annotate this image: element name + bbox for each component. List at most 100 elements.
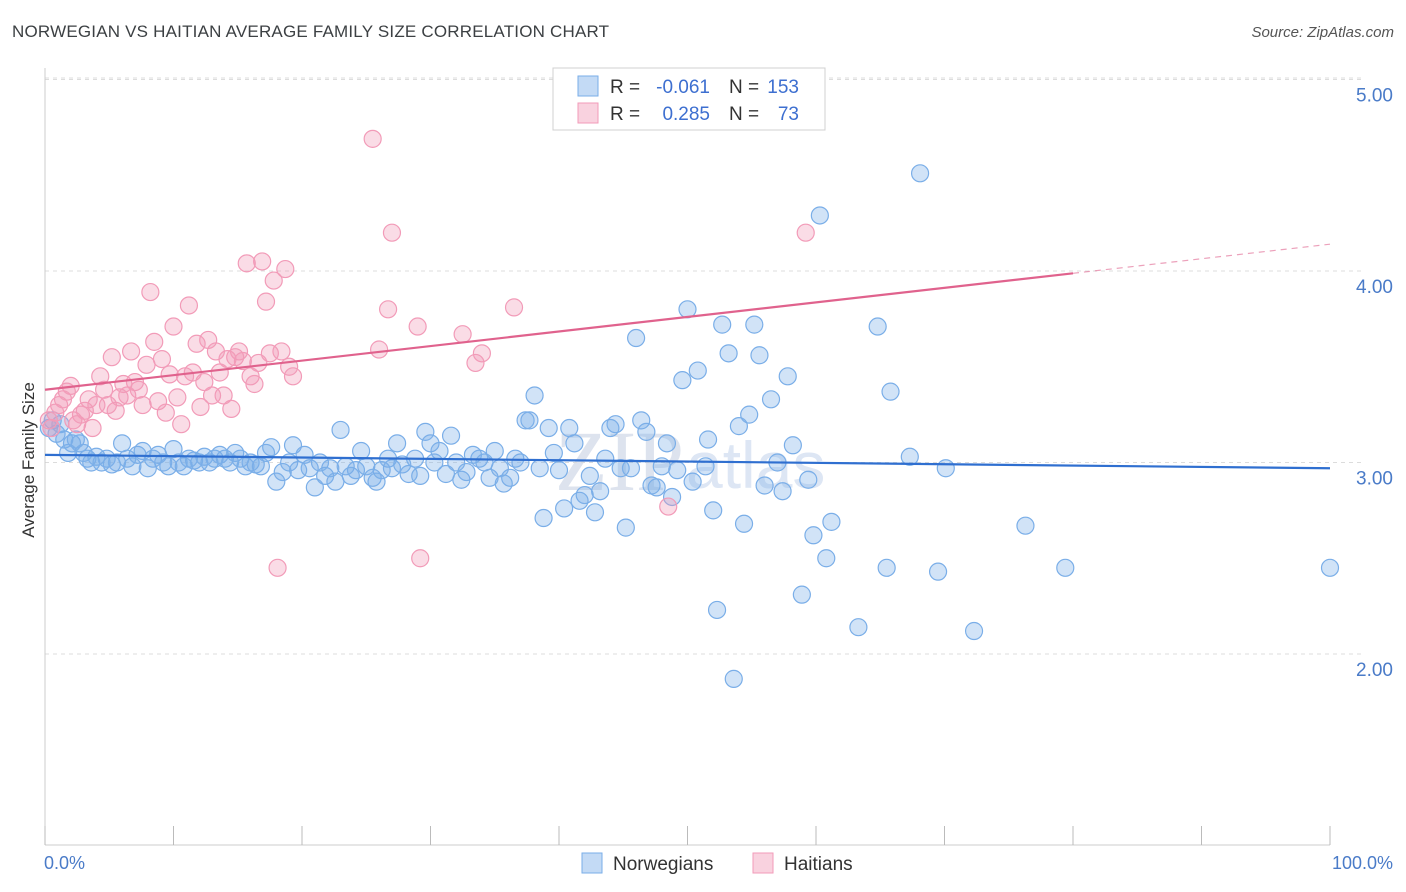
haitians-point-54 (245, 374, 264, 394)
norwegians-point-122 (657, 434, 677, 453)
norwegians-point-164 (1320, 558, 1340, 577)
norwegians-point-139 (745, 315, 764, 334)
norwegians-point-94 (516, 411, 535, 430)
haitians-points (39, 129, 815, 577)
norwegians-point-140 (750, 346, 769, 365)
haitians-point-50 (229, 342, 249, 361)
norwegians-points (39, 164, 1340, 688)
norwegians-point-58 (326, 472, 345, 491)
legend-swatch-haitians (577, 102, 599, 124)
norwegians-point-102 (555, 499, 574, 518)
legend-n-value-haitians: 73 (778, 104, 799, 125)
haitians-point-72 (466, 353, 485, 373)
haitians-point-41 (195, 372, 214, 392)
norwegians-point-155 (877, 558, 896, 577)
norwegians-point-97 (530, 459, 549, 478)
norwegians-point-105 (570, 491, 589, 510)
norwegians-point-72 (399, 464, 418, 484)
norwegians-point-48 (273, 462, 292, 482)
haitians-point-59 (264, 271, 283, 290)
norwegians-point-137 (734, 514, 754, 533)
norwegians-point-32 (190, 453, 209, 472)
norwegians-point-114 (616, 518, 635, 537)
top-legend: R = -0.061 N = 153 R = 0.285 N = 73 (552, 67, 826, 131)
norwegians-point-108 (585, 503, 605, 522)
haitians-point-1 (42, 418, 61, 438)
y-axis-label: Average Family Size (19, 382, 38, 538)
norwegians-point-135 (724, 669, 743, 688)
norwegians-point-63 (352, 441, 371, 461)
norwegians-trend-line (44, 453, 1331, 470)
norwegians-point-16 (107, 453, 127, 472)
norwegians-point-11 (82, 453, 101, 472)
haitians-point-67 (378, 300, 398, 319)
norwegians-point-138 (740, 405, 759, 424)
norwegians-point-128 (688, 361, 707, 380)
haitians-point-26 (137, 355, 156, 374)
norwegians-point-96 (525, 386, 544, 405)
haitians-point-40 (191, 397, 210, 417)
norwegians-point-159 (928, 562, 948, 581)
norwegians-point-157 (900, 447, 919, 466)
legend-r-label-norwegians: R = (610, 77, 640, 98)
norwegians-point-75 (416, 422, 435, 441)
norwegians-point-47 (267, 472, 286, 491)
haitians-point-73 (472, 344, 491, 363)
chart-title: NORWEGIAN VS HAITIAN AVERAGE FAMILY SIZE… (12, 22, 610, 41)
x-tick-label-0: 0.0% (44, 853, 85, 873)
haitians-point-76 (796, 223, 815, 242)
norwegians-point-54 (305, 478, 324, 497)
haitians-point-21 (118, 386, 137, 405)
legend-r-value-norwegians: -0.061 (656, 77, 710, 98)
norwegians-point-109 (591, 482, 610, 501)
haitians-point-10 (75, 401, 94, 420)
norwegians-point-103 (560, 418, 579, 438)
norwegians-point-148 (799, 470, 818, 489)
trend-lines (44, 243, 1331, 470)
haitians-point-8 (68, 415, 87, 434)
haitians-trend-line-extension (1072, 243, 1331, 274)
norwegians-point-101 (549, 461, 569, 480)
norwegians-point-125 (673, 371, 692, 390)
norwegians-point-132 (707, 600, 727, 620)
tick-labels: 2.00 3.00 4.00 5.00 0.0% 100.0% (44, 86, 1393, 874)
haitians-point-24 (129, 380, 148, 399)
norwegians-point-116 (626, 328, 646, 348)
norwegians-point-59 (331, 420, 350, 440)
norwegians-point-70 (387, 434, 407, 453)
norwegians-point-62 (346, 461, 366, 480)
norwegians-point-83 (457, 462, 476, 482)
haitians-point-33 (164, 317, 183, 336)
legend-r-label-haitians: R = (610, 104, 640, 125)
norwegians-point-150 (810, 206, 829, 225)
norwegians-point-161 (964, 621, 984, 641)
haitians-point-17 (102, 348, 121, 367)
norwegians-point-27 (164, 439, 183, 459)
norwegians-point-134 (719, 344, 738, 363)
norwegians-point-93 (511, 453, 530, 472)
norwegians-point-117 (632, 411, 651, 430)
watermark-atlas: atlas (686, 428, 825, 502)
norwegians-point-147 (792, 585, 811, 604)
haitians-point-56 (253, 252, 272, 271)
haitians-point-71 (453, 325, 472, 344)
norwegians-point-51 (289, 461, 308, 480)
haitians-trend-line (44, 272, 1074, 391)
haitians-point-25 (133, 395, 152, 415)
norwegians-point-133 (713, 315, 732, 334)
norwegians-point-106 (575, 485, 594, 505)
norwegians-point-46 (262, 438, 281, 457)
haitians-point-30 (152, 349, 172, 369)
y-tick-label-2: 4.00 (1356, 277, 1393, 298)
chart-source: Source: ZipAtlas.com (1251, 24, 1394, 41)
norwegians-point-149 (804, 526, 823, 545)
norwegians-point-95 (520, 411, 539, 430)
haitians-point-14 (91, 367, 110, 386)
haitians-point-65 (363, 129, 382, 148)
haitians-point-48 (222, 399, 241, 418)
haitians-point-27 (141, 282, 160, 302)
norwegians-point-136 (729, 417, 749, 436)
x-tick-label-1: 100.0% (1332, 853, 1393, 873)
y-tick-label-0: 2.00 (1356, 660, 1393, 681)
